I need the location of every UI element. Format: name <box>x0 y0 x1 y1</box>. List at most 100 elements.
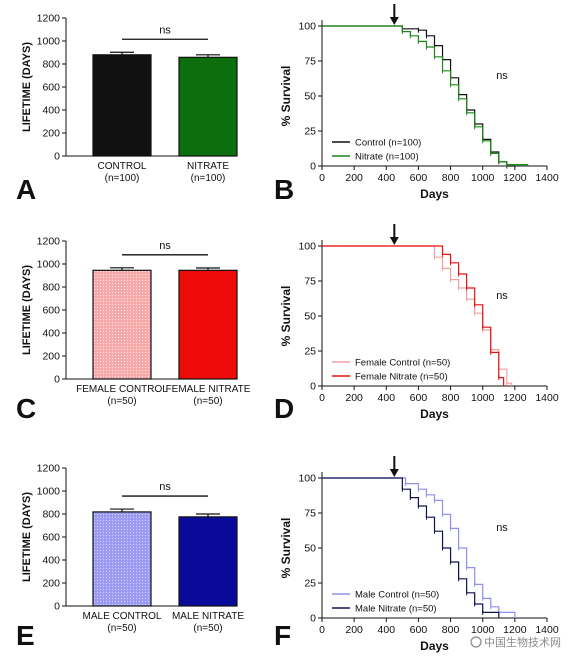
legend-label: Female Nitrate (n=50) <box>355 372 448 383</box>
x-tick-label: 400 <box>378 624 396 636</box>
y-tick-label: 0 <box>54 601 60 613</box>
significance-label: ns <box>159 240 171 252</box>
y-tick-label: 0 <box>310 161 316 173</box>
x-tick-label: 1200 <box>503 172 527 184</box>
significance-label: ns <box>496 70 508 82</box>
x-tick-label: 0 <box>319 624 325 636</box>
y-tick-label: 200 <box>42 578 60 590</box>
category-label: FEMALE NITRATE <box>166 384 251 395</box>
arrow-down-icon <box>389 17 399 25</box>
y-tick-label: 600 <box>42 305 60 317</box>
legend-label: Nitrate (n=100) <box>355 152 419 163</box>
category-sublabel: (n=50) <box>107 396 136 407</box>
x-tick-label: 1400 <box>535 392 559 404</box>
category-sublabel: (n=50) <box>107 623 136 634</box>
y-tick-label: 25 <box>304 126 316 138</box>
y-tick-label: 50 <box>304 91 316 103</box>
y-tick-label: 75 <box>304 56 316 68</box>
y-tick-label: 100 <box>298 21 316 33</box>
y-tick-label: 0 <box>310 381 316 393</box>
significance-label: ns <box>159 24 171 36</box>
bar <box>178 269 238 380</box>
x-tick-label: 1400 <box>535 172 559 184</box>
bar <box>178 56 238 157</box>
y-tick-label: 1000 <box>37 259 61 271</box>
legend-label: Control (n=100) <box>355 138 421 149</box>
x-tick-label: 800 <box>442 624 460 636</box>
y-tick-label: 800 <box>42 282 60 294</box>
panel-letter-f: F <box>274 620 291 651</box>
y-axis-label: LIFETIME (DAYS) <box>21 42 33 132</box>
category-label: MALE NITRATE <box>172 611 244 622</box>
x-tick-label: 600 <box>410 392 428 404</box>
y-tick-label: 800 <box>42 509 60 521</box>
x-tick-label: 200 <box>345 624 363 636</box>
legend-label: Male Nitrate (n=50) <box>355 604 437 615</box>
x-tick-label: 1000 <box>471 624 495 636</box>
arrow-down-icon <box>389 469 399 477</box>
y-tick-label: 0 <box>310 613 316 625</box>
x-tick-label: 200 <box>345 172 363 184</box>
y-tick-label: 0 <box>54 374 60 386</box>
panel-letter-d: D <box>274 393 294 424</box>
survival-line <box>322 245 513 386</box>
legend-label: Male Control (n=50) <box>355 590 439 601</box>
significance-label: ns <box>496 290 508 302</box>
y-tick-label: 600 <box>42 532 60 544</box>
y-tick-label: 400 <box>42 328 60 340</box>
y-tick-label: 100 <box>298 473 316 485</box>
panel-letter-e: E <box>16 620 35 651</box>
x-tick-label: 1200 <box>503 624 527 636</box>
y-tick-label: 75 <box>304 508 316 520</box>
x-tick-label: 1000 <box>471 172 495 184</box>
y-tick-label: 75 <box>304 276 316 288</box>
x-tick-label: 0 <box>319 172 325 184</box>
category-sublabel: (n=100) <box>191 173 226 184</box>
x-axis-label: Days <box>420 639 449 653</box>
y-tick-label: 400 <box>42 555 60 567</box>
x-tick-label: 800 <box>442 172 460 184</box>
x-tick-label: 1400 <box>535 624 559 636</box>
x-tick-label: 800 <box>442 392 460 404</box>
y-tick-label: 25 <box>304 346 316 358</box>
arrow-down-icon <box>389 237 399 245</box>
y-tick-label: 1000 <box>37 486 61 498</box>
y-tick-label: 800 <box>42 59 60 71</box>
y-axis-label: LIFETIME (DAYS) <box>21 492 33 582</box>
y-tick-label: 100 <box>298 241 316 253</box>
y-tick-label: 200 <box>42 128 60 140</box>
significance-label: ns <box>496 522 508 534</box>
significance-label: ns <box>159 481 171 493</box>
y-tick-label: 1000 <box>37 36 61 48</box>
survival-line <box>322 477 516 618</box>
x-tick-label: 600 <box>410 624 428 636</box>
x-tick-label: 400 <box>378 392 396 404</box>
category-label: MALE CONTROL <box>83 611 162 622</box>
y-tick-label: 1200 <box>37 236 61 248</box>
y-tick-label: 600 <box>42 82 60 94</box>
y-axis-label: LIFETIME (DAYS) <box>21 265 33 355</box>
lifetime-bar-chart-female: 0 200 400 600 800 1000 1200 LIFETIME (DAYS) FEMA… <box>21 236 251 408</box>
x-axis-label: Days <box>420 407 449 421</box>
x-tick-label: 400 <box>378 172 396 184</box>
y-tick-label: 1200 <box>37 13 61 25</box>
y-tick-label: 1200 <box>37 463 61 475</box>
x-tick-label: 200 <box>345 392 363 404</box>
lifetime-bar-chart-all: 0 200 400 600 800 1000 1200 LIFETIME (DAYS) CONT… <box>21 13 238 184</box>
y-tick-label: 0 <box>54 151 60 163</box>
bar <box>92 269 152 380</box>
legend-label: Female Control (n=50) <box>355 358 450 369</box>
category-sublabel: (n=50) <box>193 396 222 407</box>
panel-letter-a: A <box>16 174 36 205</box>
x-tick-label: 1200 <box>503 392 527 404</box>
bar <box>178 516 238 607</box>
panel-letter-c: C <box>16 393 36 424</box>
category-label: NITRATE <box>187 161 229 172</box>
y-tick-label: 50 <box>304 311 316 323</box>
x-axis-label: Days <box>420 187 449 201</box>
y-tick-label: 400 <box>42 105 60 117</box>
y-tick-label: 200 <box>42 351 60 363</box>
